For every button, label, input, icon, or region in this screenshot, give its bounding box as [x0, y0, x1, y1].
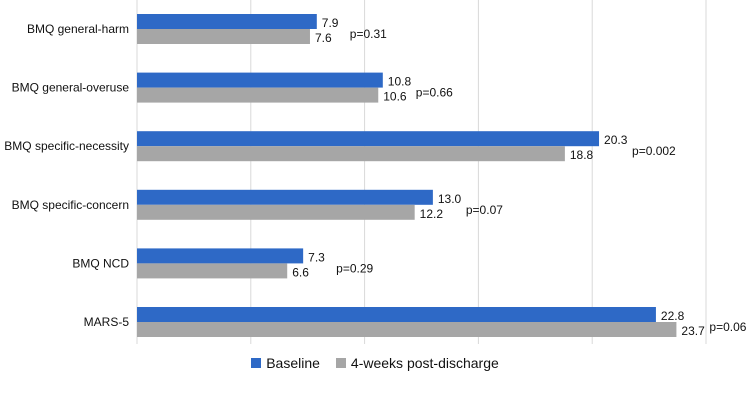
- p-value-label: p=0.002: [632, 144, 676, 158]
- bar-followup: [137, 204, 415, 220]
- p-value-label: p=0.66: [416, 86, 453, 100]
- bar-baseline: [137, 189, 433, 205]
- category-label: BMQ general-harm: [27, 22, 129, 36]
- bar-baseline: [137, 14, 317, 29]
- legend-swatch-followup: [335, 358, 346, 368]
- data-label: 23.7: [681, 324, 705, 338]
- p-value-label: p=0.07: [466, 203, 503, 217]
- bar-baseline: [137, 131, 600, 147]
- category-label: BMQ general-overuse: [12, 81, 130, 95]
- data-label: 10.6: [383, 90, 407, 104]
- bar-followup: [137, 322, 677, 337]
- category-label: BMQ specific-necessity: [4, 139, 129, 153]
- gridlines: [136, 0, 707, 344]
- legend: Baseline 4-weeks post-discharge: [0, 355, 750, 371]
- data-label: 12.2: [420, 207, 444, 221]
- category-label: BMQ specific-concern: [12, 198, 129, 212]
- data-label: 13.0: [438, 192, 462, 206]
- category-label: BMQ NCD: [72, 256, 129, 270]
- bar-followup: [137, 87, 379, 103]
- bar-followup: [137, 29, 310, 44]
- bar-baseline: [137, 72, 383, 88]
- data-label: 22.8: [661, 309, 685, 323]
- bar-baseline: [137, 248, 304, 264]
- legend-swatch-baseline: [251, 358, 262, 368]
- p-value-label: p=0.06: [709, 320, 746, 334]
- data-label: 20.3: [604, 133, 628, 147]
- legend-item-followup: 4-weeks post-discharge: [335, 355, 499, 371]
- data-label: 7.3: [308, 250, 325, 264]
- p-value-label: p=0.31: [350, 27, 387, 41]
- legend-label-followup: 4-weeks post-discharge: [350, 355, 499, 371]
- bar-chart: 0510152025BMQ general-harm7.97.6p=0.31BM…: [4, 0, 747, 344]
- legend-label-baseline: Baseline: [266, 355, 320, 371]
- labels: 0510152025BMQ general-harm7.97.6p=0.31BM…: [4, 16, 746, 338]
- data-label: 10.8: [388, 75, 412, 89]
- category-label: MARS-5: [84, 315, 130, 329]
- data-label: 6.6: [292, 265, 309, 279]
- data-label: 18.8: [570, 148, 594, 162]
- data-label: 7.6: [315, 31, 332, 45]
- bar-followup: [137, 146, 565, 162]
- p-value-label: p=0.29: [336, 261, 373, 275]
- bar-baseline: [137, 307, 656, 322]
- bar-followup: [137, 263, 288, 279]
- data-label: 7.9: [322, 16, 339, 30]
- bars: [137, 14, 677, 337]
- legend-item-baseline: Baseline: [251, 355, 320, 371]
